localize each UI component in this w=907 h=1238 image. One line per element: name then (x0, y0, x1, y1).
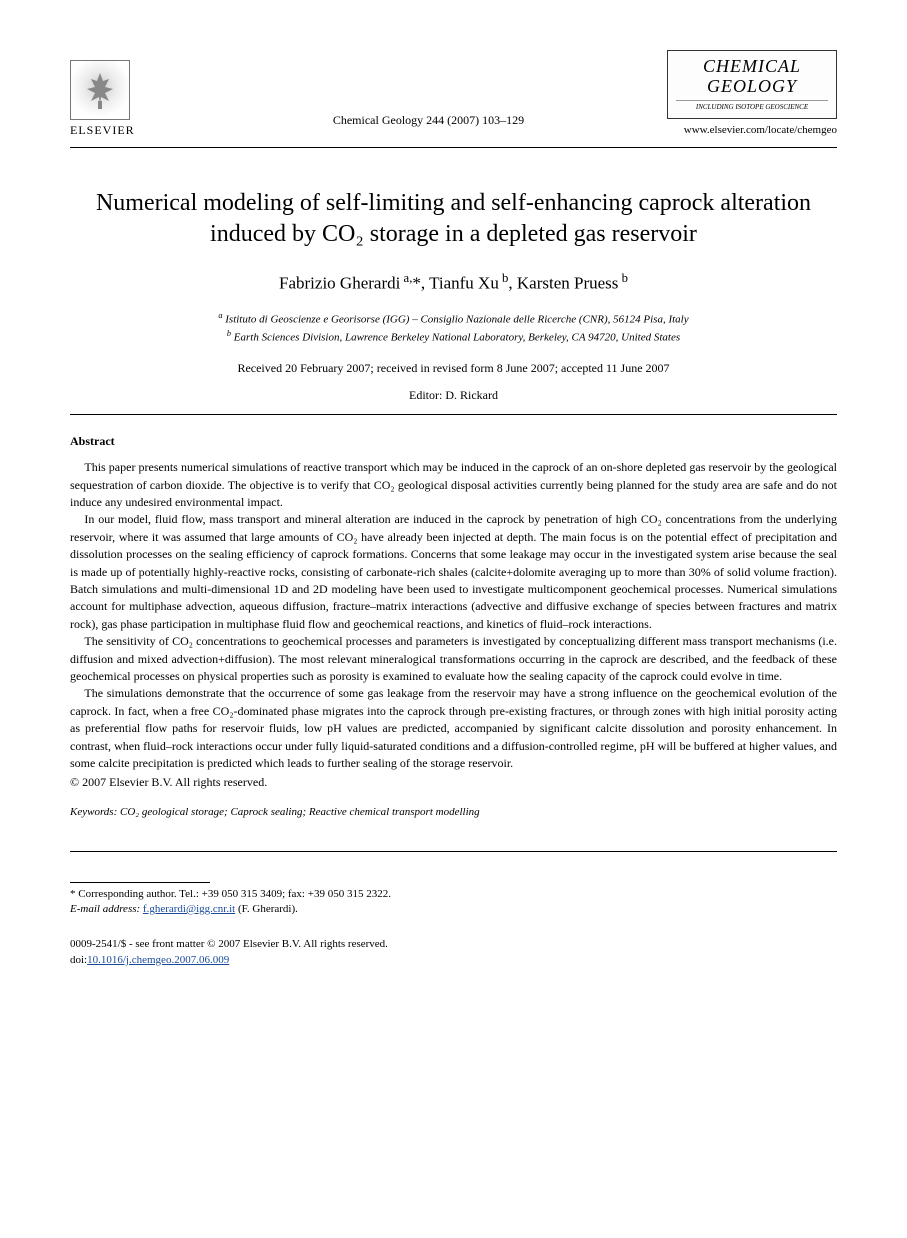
journal-reference: Chemical Geology 244 (2007) 103–129 (190, 112, 667, 139)
corresponding-marker: * (412, 274, 421, 293)
abstract-p2: In our model, fluid flow, mass transport… (70, 511, 837, 633)
abstract-p4: The simulations demonstrate that the occ… (70, 685, 837, 772)
issn-line: 0009-2541/$ - see front matter © 2007 El… (70, 937, 837, 952)
author-3: Karsten Pruess (517, 274, 619, 293)
keywords-text: CO₂ geological storage; Caprock sealing;… (120, 806, 480, 818)
journal-logo: CHEMICAL GEOLOGY INCLUDING ISOTOPE GEOSC… (667, 50, 837, 119)
abstract-bottom-rule (70, 851, 837, 852)
author-3-affil: b (618, 271, 628, 285)
author-2-affil: b (499, 271, 509, 285)
page-header: ELSEVIER Chemical Geology 244 (2007) 103… (70, 50, 837, 139)
email-link[interactable]: f.gherardi@igg.cnr.it (143, 903, 235, 915)
author-1-affil: a, (400, 271, 412, 285)
article-dates: Received 20 February 2007; received in r… (70, 360, 837, 377)
author-1: Fabrizio Gherardi (279, 274, 400, 293)
corresponding-author-note: * Corresponding author. Tel.: +39 050 31… (70, 887, 837, 902)
email-line: E-mail address: f.gherardi@igg.cnr.it (F… (70, 902, 837, 917)
journal-logo-title: CHEMICAL GEOLOGY (676, 57, 828, 97)
abstract-body: This paper presents numerical simulation… (70, 459, 837, 772)
doi-link[interactable]: 10.1016/j.chemgeo.2007.06.009 (87, 954, 229, 966)
journal-logo-container: CHEMICAL GEOLOGY INCLUDING ISOTOPE GEOSC… (667, 50, 837, 139)
editor-line: Editor: D. Rickard (70, 387, 837, 404)
journal-logo-subtitle: INCLUDING ISOTOPE GEOSCIENCE (676, 100, 828, 113)
keywords-label: Keywords: (70, 806, 117, 818)
footnotes: * Corresponding author. Tel.: +39 050 31… (70, 887, 837, 918)
affiliation-b: b Earth Sciences Division, Lawrence Berk… (70, 328, 837, 346)
publisher-name: ELSEVIER (70, 122, 190, 139)
doi-line: doi:10.1016/j.chemgeo.2007.06.009 (70, 953, 837, 968)
abstract-heading: Abstract (70, 433, 837, 450)
abstract-p3: The sensitivity of CO₂ concentrations to… (70, 633, 837, 685)
elsevier-tree-icon (70, 60, 130, 120)
keywords-line: Keywords: CO₂ geological storage; Caproc… (70, 805, 837, 820)
abstract-p1: This paper presents numerical simulation… (70, 459, 837, 511)
header-rule (70, 147, 837, 148)
doi-label: doi: (70, 954, 87, 966)
article-title: Numerical modeling of self-limiting and … (70, 188, 837, 250)
author-2: Tianfu Xu (429, 274, 499, 293)
publisher-logo: ELSEVIER (70, 60, 190, 139)
email-name: (F. Gherardi). (238, 903, 298, 915)
abstract-top-rule (70, 414, 837, 415)
page-footer: 0009-2541/$ - see front matter © 2007 El… (70, 937, 837, 968)
affiliation-a-text: Istituto di Geoscienze e Georisorse (IGG… (225, 313, 688, 325)
journal-url[interactable]: www.elsevier.com/locate/chemgeo (667, 123, 837, 138)
affiliation-b-text: Earth Sciences Division, Lawrence Berkel… (234, 331, 680, 343)
email-label: E-mail address: (70, 903, 140, 915)
footnote-rule (70, 882, 210, 883)
authors-line: Fabrizio Gherardi a,*, Tianfu Xu b, Kars… (70, 270, 837, 295)
abstract-copyright: © 2007 Elsevier B.V. All rights reserved… (70, 774, 837, 791)
affiliations: a Istituto di Geoscienze e Georisorse (I… (70, 310, 837, 346)
affiliation-a: a Istituto di Geoscienze e Georisorse (I… (70, 310, 837, 328)
